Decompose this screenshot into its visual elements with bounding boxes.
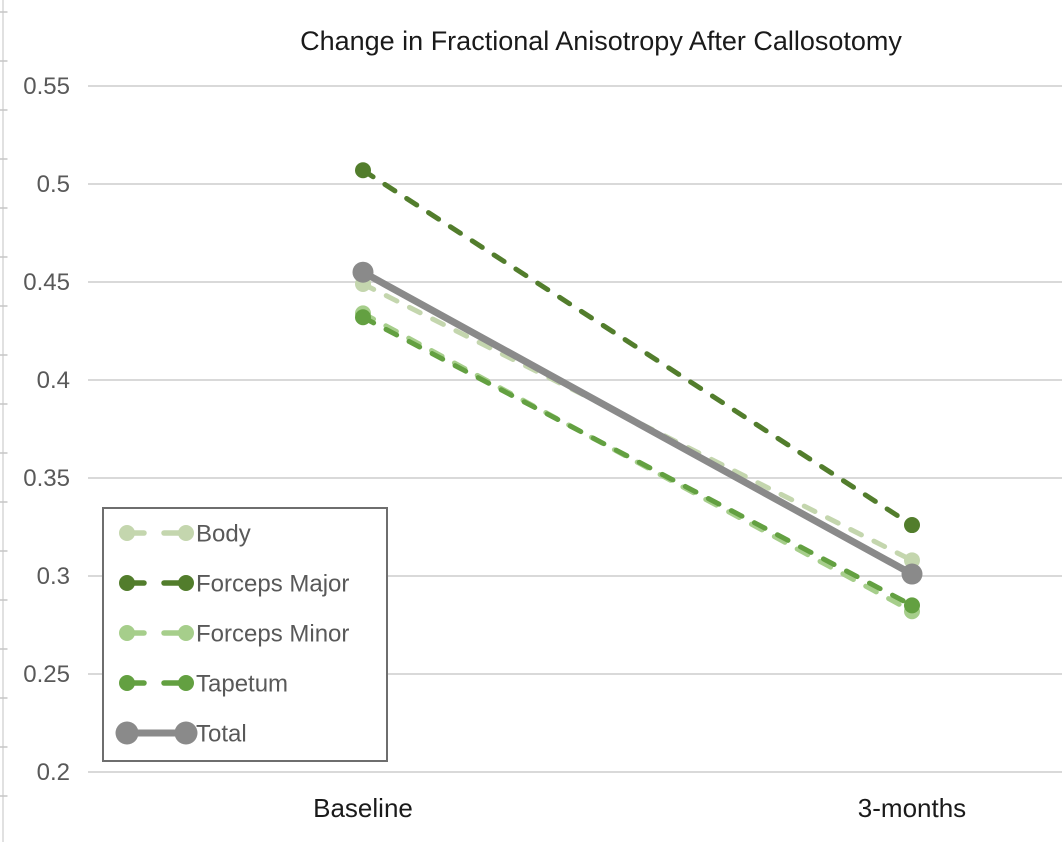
- series-line-forceps-major: [360, 167, 915, 528]
- data-point-tapetum-baseline: [355, 309, 371, 326]
- legend-marker: [119, 675, 135, 691]
- y-tick-label: 0.5: [37, 171, 70, 198]
- series-line-tapetum: [360, 314, 915, 608]
- data-point-forceps-major-3-months: [904, 517, 920, 534]
- data-point-body-3-months: [904, 552, 920, 569]
- legend-marker: [178, 575, 194, 591]
- series-line-body: [360, 281, 915, 563]
- legend-box: [102, 507, 388, 762]
- legend-marker: [115, 721, 139, 745]
- legend-item-tapetum: Tapetum: [119, 671, 288, 698]
- legend-label-total: Total: [196, 721, 247, 748]
- y-tick-label: 0.2: [37, 759, 70, 786]
- legend-marker: [119, 625, 135, 641]
- legend-item-forceps-major: Forceps Major: [119, 571, 349, 598]
- y-tick-label: 0.45: [23, 269, 70, 296]
- y-tick-label: 0.4: [37, 367, 70, 394]
- y-tick-label: 0.35: [23, 465, 70, 492]
- data-point-tapetum-3-months: [904, 597, 920, 614]
- legend-item-body: Body: [119, 521, 251, 548]
- legend-marker: [119, 525, 135, 541]
- legend-marker: [178, 675, 194, 691]
- chart-title: Change in Fractional Anisotropy After Ca…: [300, 26, 902, 56]
- legend-label-body: Body: [196, 521, 251, 548]
- legend-item-forceps-minor: Forceps Minor: [119, 621, 349, 648]
- y-tick-label: 0.25: [23, 661, 70, 688]
- y-tick-label: 0.3: [37, 563, 70, 590]
- legend-marker: [178, 625, 194, 641]
- series-line-total: [359, 268, 916, 578]
- data-point-total-3-months: [901, 563, 923, 585]
- x-category-label-3-months: 3-months: [858, 793, 966, 823]
- legend-label-forceps-major: Forceps Major: [196, 571, 349, 598]
- x-category-label-baseline: Baseline: [313, 793, 413, 823]
- y-tick-label: 0.55: [23, 73, 70, 100]
- legend-marker: [178, 525, 194, 541]
- data-point-forceps-major-baseline: [355, 162, 371, 179]
- legend-label-forceps-minor: Forceps Minor: [196, 621, 349, 648]
- legend-marker: [174, 721, 198, 745]
- legend-marker: [119, 575, 135, 591]
- legend-label-tapetum: Tapetum: [196, 671, 288, 698]
- data-point-total-baseline: [352, 261, 374, 283]
- legend-item-total: Total: [115, 721, 247, 748]
